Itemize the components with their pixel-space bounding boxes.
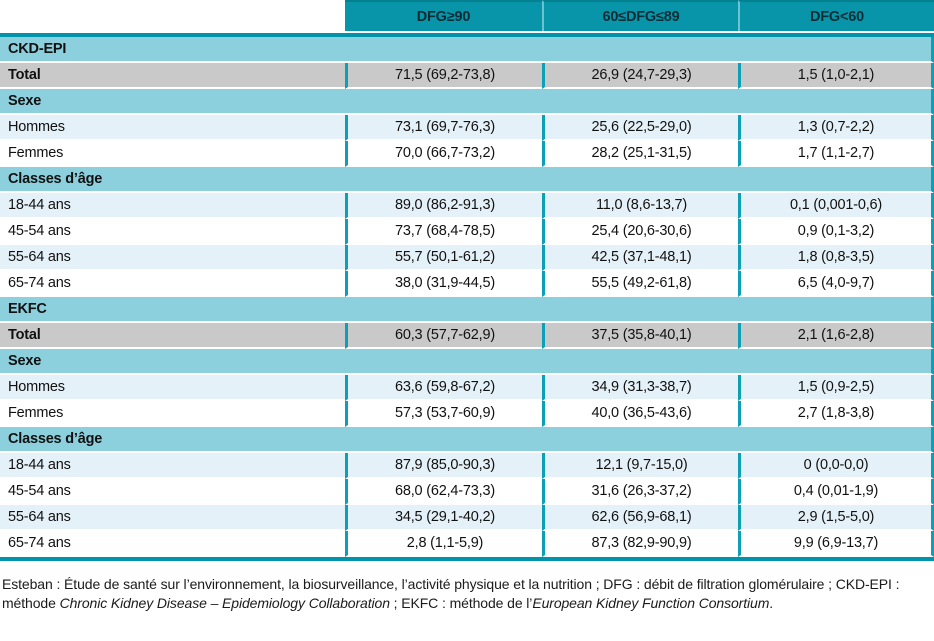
row-label: Hommes	[0, 115, 345, 141]
cell-value: 62,6 (56,9-68,1)	[542, 505, 738, 531]
cell-value: 0,9 (0,1-3,2)	[738, 219, 934, 245]
footnote-italic-segment: Chronic Kidney Disease – Epidemiology Co…	[59, 595, 390, 611]
footnote-text-segment: Esteban : Étude de santé sur l’environne…	[2, 576, 900, 611]
cell-value: 1,5 (0,9-2,5)	[738, 375, 934, 401]
section-row: Sexe	[0, 349, 934, 375]
cell-value: 38,0 (31,9-44,5)	[345, 271, 542, 297]
table-rule-line	[0, 31, 934, 37]
row-label: 45-54 ans	[0, 219, 345, 245]
section-label: Sexe	[0, 89, 934, 115]
cell-value: 73,7 (68,4-78,5)	[345, 219, 542, 245]
row-label: 18-44 ans	[0, 193, 345, 219]
cell-value: 25,6 (22,5-29,0)	[542, 115, 738, 141]
cell-value: 87,9 (85,0-90,3)	[345, 453, 542, 479]
section-label: Classes d’âge	[0, 167, 934, 193]
cell-value: 55,7 (50,1-61,2)	[345, 245, 542, 271]
row-label: 45-54 ans	[0, 479, 345, 505]
table-row: 18-44 ans 87,9 (85,0-90,3) 12,1 (9,7-15,0)…	[0, 453, 934, 479]
cell-value: 34,5 (29,1-40,2)	[345, 505, 542, 531]
cell-value: 26,9 (24,7-29,3)	[542, 63, 738, 89]
table-row: Femmes 70,0 (66,7-73,2) 28,2 (25,1-31,5) 1,…	[0, 141, 934, 167]
table-row: Hommes 73,1 (69,7-76,3) 25,6 (22,5-29,0) 1,…	[0, 115, 934, 141]
table-row: 45-54 ans 73,7 (68,4-78,5) 25,4 (20,6-30,6…	[0, 219, 934, 245]
row-label: Femmes	[0, 401, 345, 427]
table-row: 65-74 ans 2,8 (1,1-5,9) 87,3 (82,9-90,9) 9,…	[0, 531, 934, 557]
row-label: 55-64 ans	[0, 245, 345, 271]
dfg-distribution-table: DFG≥90 60≤DFG≤89 DFG<60 CKD-EPI Total 71,5…	[0, 0, 934, 561]
section-label: Sexe	[0, 349, 934, 375]
row-label: 55-64 ans	[0, 505, 345, 531]
row-label: Femmes	[0, 141, 345, 167]
row-label: 65-74 ans	[0, 271, 345, 297]
cell-value: 70,0 (66,7-73,2)	[345, 141, 542, 167]
cell-value: 60,3 (57,7-62,9)	[345, 323, 542, 349]
cell-value: 25,4 (20,6-30,6)	[542, 219, 738, 245]
section-label: CKD-EPI	[0, 37, 934, 63]
cell-value: 34,9 (31,3-38,7)	[542, 375, 738, 401]
table-row: 65-74 ans 38,0 (31,9-44,5) 55,5 (49,2-61,8…	[0, 271, 934, 297]
cell-value: 63,6 (59,8-67,2)	[345, 375, 542, 401]
section-row: CKD-EPI	[0, 37, 934, 63]
cell-value: 11,0 (8,6-13,7)	[542, 193, 738, 219]
col-header-dfg-60-89: 60≤DFG≤89	[542, 0, 738, 31]
cell-value: 0,4 (0,01-1,9)	[738, 479, 934, 505]
section-row: Sexe	[0, 89, 934, 115]
row-label: 18-44 ans	[0, 453, 345, 479]
cell-value: 40,0 (36,5-43,6)	[542, 401, 738, 427]
cell-value: 2,7 (1,8-3,8)	[738, 401, 934, 427]
cell-value: 2,1 (1,6-2,8)	[738, 323, 934, 349]
table-row: 55-64 ans 34,5 (29,1-40,2) 62,6 (56,9-68,1…	[0, 505, 934, 531]
cell-value: 87,3 (82,9-90,9)	[542, 531, 738, 557]
cell-value: 1,5 (1,0-2,1)	[738, 63, 934, 89]
cell-value: 55,5 (49,2-61,8)	[542, 271, 738, 297]
footnote-text-segment: .	[769, 595, 774, 611]
footnote-text-segment: ; EKFC : méthode de l’	[389, 595, 533, 611]
table-rule-line	[0, 557, 934, 561]
table-rule	[0, 31, 934, 37]
cell-value: 1,8 (0,8-3,5)	[738, 245, 934, 271]
cell-value: 37,5 (35,8-40,1)	[542, 323, 738, 349]
section-row: Classes d’âge	[0, 167, 934, 193]
cell-value: 31,6 (26,3-37,2)	[542, 479, 738, 505]
cell-value: 57,3 (53,7-60,9)	[345, 401, 542, 427]
table-row: Total 60,3 (57,7-62,9) 37,5 (35,8-40,1) 2,1…	[0, 323, 934, 349]
cell-value: 9,9 (6,9-13,7)	[738, 531, 934, 557]
footnote-italic-segment: European Kidney Function Consortium	[532, 595, 770, 611]
corner-cell	[0, 0, 345, 31]
footnote: Esteban : Étude de santé sur l’environne…	[2, 575, 932, 613]
cell-value: 1,7 (1,1-2,7)	[738, 141, 934, 167]
table-row: 18-44 ans 89,0 (86,2-91,3) 11,0 (8,6-13,7)…	[0, 193, 934, 219]
table-row: 55-64 ans 55,7 (50,1-61,2) 42,5 (37,1-48,1…	[0, 245, 934, 271]
cell-value: 28,2 (25,1-31,5)	[542, 141, 738, 167]
section-row: EKFC	[0, 297, 934, 323]
table-row: 45-54 ans 68,0 (62,4-73,3) 31,6 (26,3-37,2…	[0, 479, 934, 505]
row-label: 65-74 ans	[0, 531, 345, 557]
cell-value: 1,3 (0,7-2,2)	[738, 115, 934, 141]
section-label: Classes d’âge	[0, 427, 934, 453]
table-row: Hommes 63,6 (59,8-67,2) 34,9 (31,3-38,7) 1,…	[0, 375, 934, 401]
cell-value: 2,9 (1,5-5,0)	[738, 505, 934, 531]
cell-value: 89,0 (86,2-91,3)	[345, 193, 542, 219]
table-row: Total 71,5 (69,2-73,8) 26,9 (24,7-29,3) 1,5…	[0, 63, 934, 89]
row-label: Hommes	[0, 375, 345, 401]
cell-value: 73,1 (69,7-76,3)	[345, 115, 542, 141]
cell-value: 71,5 (69,2-73,8)	[345, 63, 542, 89]
cell-value: 0,1 (0,001-0,6)	[738, 193, 934, 219]
section-label: EKFC	[0, 297, 934, 323]
header-row: DFG≥90 60≤DFG≤89 DFG<60	[0, 0, 934, 31]
cell-value: 68,0 (62,4-73,3)	[345, 479, 542, 505]
row-label: Total	[0, 323, 345, 349]
cell-value: 0 (0,0-0,0)	[738, 453, 934, 479]
cell-value: 42,5 (37,1-48,1)	[542, 245, 738, 271]
col-header-dfg-lt-60: DFG<60	[738, 0, 934, 31]
row-label: Total	[0, 63, 345, 89]
table-row: Femmes 57,3 (53,7-60,9) 40,0 (36,5-43,6) 2,…	[0, 401, 934, 427]
cell-value: 12,1 (9,7-15,0)	[542, 453, 738, 479]
section-row: Classes d’âge	[0, 427, 934, 453]
cell-value: 2,8 (1,1-5,9)	[345, 531, 542, 557]
table-rule	[0, 557, 934, 561]
col-header-dfg-ge-90: DFG≥90	[345, 0, 542, 31]
cell-value: 6,5 (4,0-9,7)	[738, 271, 934, 297]
